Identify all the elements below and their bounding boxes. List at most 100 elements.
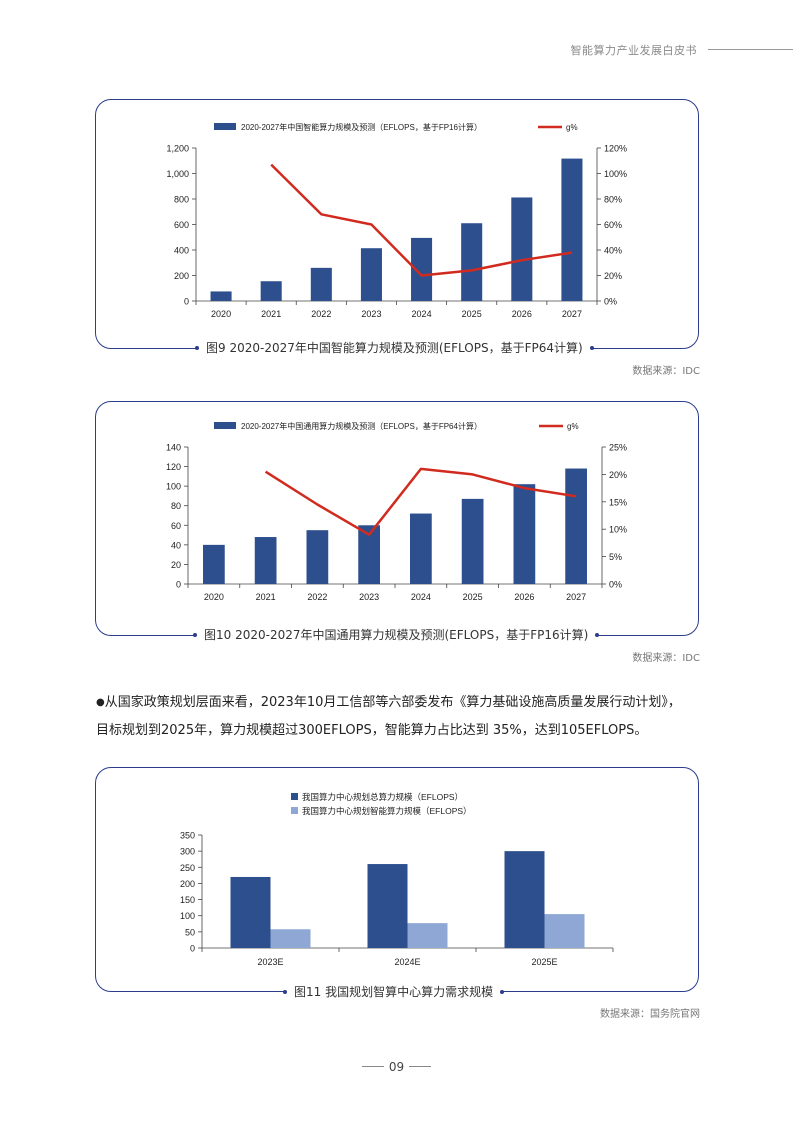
y-tick-label: 150 — [180, 895, 195, 905]
y-tick-label: 120 — [166, 462, 181, 472]
bar — [511, 197, 533, 301]
y-tick-label: 1,200 — [166, 144, 189, 154]
bar — [561, 158, 583, 301]
growth-line — [270, 163, 573, 277]
y-tick-label: 200 — [174, 271, 189, 281]
page-footer: 09 — [0, 1060, 793, 1074]
figure-11-chart: 我国算力中心规划总算力规模（EFLOPS） 我国算力中心规划智能算力规模（EFLO… — [180, 792, 614, 967]
y2-tick-label: 20% — [604, 271, 622, 281]
y2-tick-label: 0% — [609, 580, 622, 590]
y-tick-label: 40 — [171, 540, 181, 550]
bar — [410, 513, 432, 584]
y2-tick-label: 0% — [604, 297, 617, 307]
bar — [513, 484, 536, 584]
legend-bar-swatch — [214, 422, 236, 429]
figure-9-chart: 2020-2027年中国智能算力规模及预测（EFLOPS，基于FP16计算） g%… — [166, 122, 627, 319]
y-tick-label: 350 — [180, 831, 195, 841]
bar-ai — [544, 914, 585, 948]
bar — [254, 537, 277, 584]
paragraph-line-1-text: 从国家政策规划层面来看，2023年10月工信部等六部委发布《算力基础设施高质量发… — [104, 695, 681, 710]
bar — [306, 530, 329, 584]
y-tick-label: 20 — [171, 560, 181, 570]
x-tick-label: 2022 — [307, 592, 327, 602]
x-tick-label: 2027 — [562, 309, 582, 319]
page-number: 09 — [388, 1060, 405, 1074]
y-tick-label: 250 — [180, 863, 195, 873]
x-tick-label: 2020 — [204, 592, 224, 602]
body-paragraph: ●从国家政策规划层面来看，2023年10月工信部等六部委发布《算力基础设施高质量… — [96, 689, 702, 745]
y2-tick-label: 60% — [604, 220, 622, 230]
bullet-icon: ● — [96, 697, 105, 708]
bar-ai — [270, 929, 311, 948]
y2-tick-label: 80% — [604, 195, 622, 205]
y-tick-label: 0 — [190, 944, 195, 954]
x-tick-label: 2024 — [412, 309, 432, 319]
bar-total — [367, 864, 408, 948]
x-tick-label: 2020 — [211, 309, 231, 319]
x-tick-label: 2021 — [256, 592, 276, 602]
bar — [360, 248, 382, 301]
x-tick-label: 2023 — [361, 309, 381, 319]
y-tick-label: 60 — [171, 521, 181, 531]
figure-10-source: 数据来源：IDC — [632, 653, 700, 664]
y-tick-label: 80 — [171, 501, 181, 511]
x-tick-label: 2027 — [566, 592, 586, 602]
x-tick-label: 2026 — [514, 592, 534, 602]
legend-ai-label: 我国算力中心规划智能算力规模（EFLOPS） — [302, 806, 472, 816]
figure-9-source: 数据来源：IDC — [632, 366, 700, 377]
y2-tick-label: 15% — [609, 497, 627, 507]
growth-line — [264, 467, 577, 536]
legend-line-label: g% — [566, 123, 578, 132]
header-line — [708, 49, 793, 50]
legend-bar-swatch — [214, 123, 236, 130]
x-tick-label: 2025 — [462, 309, 482, 319]
legend-bar-label: 2020-2027年中国通用算力规模及预测（EFLOPS，基于FP64计算） — [241, 421, 482, 431]
y-tick-label: 0 — [184, 297, 189, 307]
bar — [210, 291, 232, 301]
bar-total — [504, 851, 545, 948]
bar — [411, 237, 433, 301]
y2-tick-label: 20% — [609, 470, 627, 480]
bar — [565, 468, 587, 584]
x-tick-label: 2026 — [512, 309, 532, 319]
x-tick-label: 2025 — [463, 592, 483, 602]
y-tick-label: 1,000 — [166, 169, 189, 179]
y-tick-label: 100 — [166, 482, 181, 492]
y-tick-label: 600 — [174, 220, 189, 230]
paragraph-line-1: ●从国家政策规划层面来看，2023年10月工信部等六部委发布《算力基础设施高质量… — [96, 689, 702, 717]
figure-10-caption: 图10 2020-2027年中国通用算力规模及预测(EFLOPS，基于FP16计… — [192, 627, 600, 643]
header-title: 智能算力产业发展白皮书 — [570, 44, 697, 57]
figure-9-caption: 图9 2020-2027年中国智能算力规模及预测(EFLOPS，基于FP64计算… — [195, 340, 594, 356]
y2-tick-label: 120% — [604, 144, 627, 154]
x-tick-label: 2023E — [257, 957, 283, 967]
bar — [461, 223, 483, 301]
bar — [461, 498, 484, 584]
y-tick-label: 400 — [174, 246, 189, 256]
x-tick-label: 2024 — [411, 592, 431, 602]
bar — [358, 525, 380, 584]
paragraph-line-2: 目标规划到2025年，算力规模超过300EFLOPS，智能算力占比达到 35%，… — [96, 723, 648, 738]
y-tick-label: 200 — [180, 879, 195, 889]
y-tick-label: 0 — [176, 580, 181, 590]
y2-tick-label: 5% — [609, 552, 622, 562]
x-tick-label: 2023 — [359, 592, 379, 602]
figure-11-caption: 图11 我国规划智算中心算力需求规模 — [282, 984, 505, 1000]
figure-11-source: 数据来源：国务院官网 — [600, 1009, 700, 1020]
footer-dash-right — [409, 1066, 432, 1067]
y2-tick-label: 10% — [609, 525, 627, 535]
figure-10-chart: 2020-2027年中国通用算力规模及预测（EFLOPS，基于FP64计算） g%… — [166, 421, 627, 602]
x-tick-label: 2024E — [394, 957, 420, 967]
bar-ai — [407, 923, 448, 948]
legend-total-label: 我国算力中心规划总算力规模（EFLOPS） — [302, 792, 463, 802]
footer-dash-left — [361, 1066, 384, 1067]
y-tick-label: 800 — [174, 195, 189, 205]
legend-ai-swatch — [291, 807, 298, 814]
legend-bar-label: 2020-2027年中国智能算力规模及预测（EFLOPS，基于FP16计算） — [241, 122, 482, 132]
legend-line-label: g% — [567, 422, 579, 431]
y-tick-label: 300 — [180, 847, 195, 857]
bar-total — [230, 876, 271, 948]
bar — [260, 281, 282, 301]
x-tick-label: 2022 — [311, 309, 331, 319]
y2-tick-label: 25% — [609, 443, 627, 453]
bar — [310, 267, 332, 301]
